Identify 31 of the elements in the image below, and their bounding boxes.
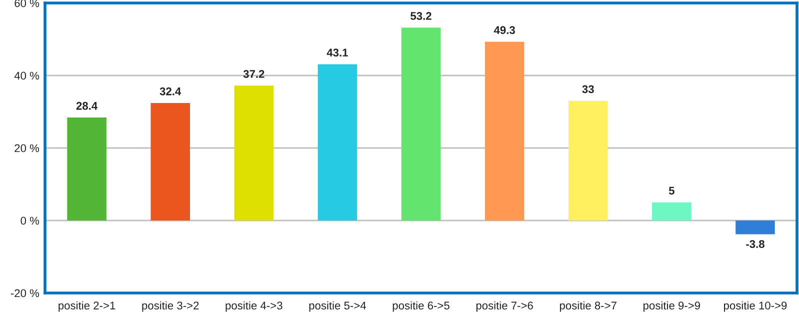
bar [401,28,441,220]
bar [568,100,608,220]
data-label: 49.3 [494,26,515,34]
x-tick-label: positie 10->9 [724,301,787,312]
x-tick-label: positie 9->9 [644,301,700,312]
data-label: 43.1 [326,48,348,57]
x-tick-label: positie 3->2 [142,301,199,312]
y-tick-label: 20 % [14,144,40,152]
bar [234,86,274,220]
y-tick-label: 0 % [20,216,40,225]
bar [736,220,775,234]
x-tick-label: positie 5->4 [309,301,366,312]
data-label: 53.2 [410,12,432,20]
data-label: 33 [582,85,594,94]
y-tick-label: 40 % [14,72,40,80]
x-tick-label: positie 2->1 [58,301,116,312]
y-tick-label: -20 % [10,289,40,298]
x-tick-label: positie 7->6 [476,301,533,312]
data-label: 32.4 [160,87,182,96]
x-tick-label: positie 6->5 [392,301,450,312]
x-tick-label: positie 4->3 [226,301,282,312]
data-label: 37.2 [243,70,264,78]
bar [318,64,358,220]
bar [652,202,692,220]
bar [150,103,190,220]
data-label: 28.4 [76,102,98,110]
data-label: 5 [668,186,674,195]
data-label: -3.8 [746,240,764,248]
x-tick-label: positie 8->7 [560,301,616,312]
bar [484,42,524,220]
bar [67,118,106,220]
